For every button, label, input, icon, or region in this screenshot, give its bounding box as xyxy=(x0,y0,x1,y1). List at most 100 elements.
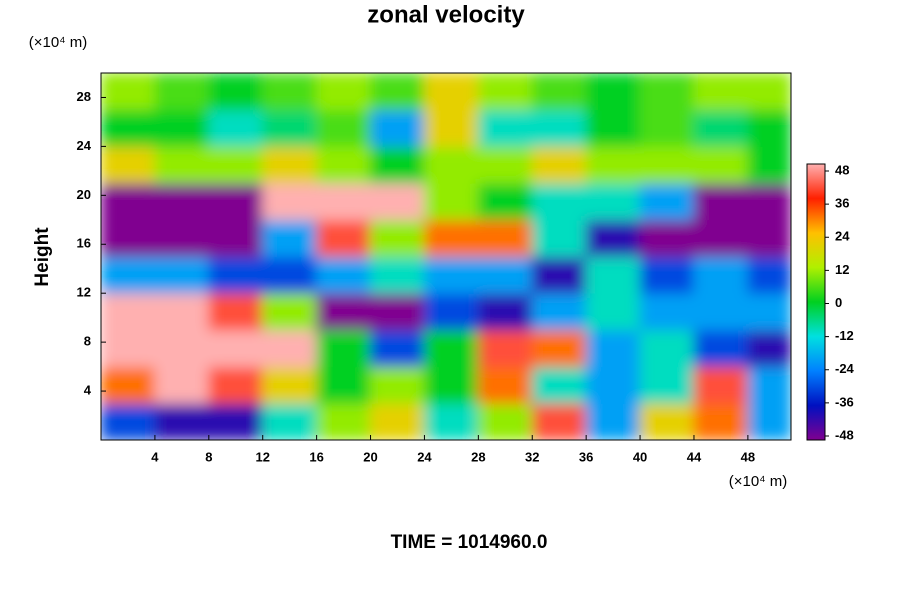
cell xyxy=(639,109,695,147)
x-tick-label: 40 xyxy=(633,449,647,464)
cell xyxy=(370,366,425,404)
cell xyxy=(639,73,695,111)
colorbar-tick-label: 24 xyxy=(835,229,850,244)
cell xyxy=(423,109,479,147)
plot-area xyxy=(101,73,791,440)
cell xyxy=(154,292,210,331)
cell xyxy=(262,256,318,294)
cell xyxy=(693,73,749,111)
cell xyxy=(370,109,425,147)
colorbar-tick-label: -48 xyxy=(835,427,854,442)
cell xyxy=(639,256,695,294)
cell xyxy=(531,329,587,368)
cell xyxy=(423,182,479,221)
cell xyxy=(639,366,695,404)
cell xyxy=(262,292,318,331)
chart-title: zonal velocity xyxy=(367,1,525,28)
cell xyxy=(423,402,479,440)
cell xyxy=(747,292,791,331)
cell xyxy=(531,256,587,294)
cell xyxy=(316,366,372,404)
cell xyxy=(477,402,533,440)
cell xyxy=(101,109,156,147)
cell xyxy=(747,256,791,294)
x-tick-label: 44 xyxy=(687,449,702,464)
cell xyxy=(262,366,318,404)
field xyxy=(101,73,791,440)
x-tick-label: 36 xyxy=(579,449,593,464)
y-tick-label: 24 xyxy=(77,138,92,153)
cell xyxy=(747,329,791,368)
cell xyxy=(747,73,791,111)
cell xyxy=(423,73,479,111)
footer: TIME = 1014960.0 xyxy=(391,532,548,553)
cell xyxy=(477,145,533,184)
cell xyxy=(585,219,641,257)
colorbar-tick-label: 36 xyxy=(835,196,849,211)
cell xyxy=(693,402,749,440)
cell xyxy=(693,292,749,331)
cell xyxy=(316,402,372,440)
cell xyxy=(747,182,791,221)
cell xyxy=(585,329,641,368)
cell xyxy=(208,329,264,368)
cell xyxy=(693,145,749,184)
x-tick-label: 28 xyxy=(471,449,485,464)
cell xyxy=(693,109,749,147)
cell xyxy=(101,292,156,331)
cell xyxy=(423,219,479,257)
cell xyxy=(747,402,791,440)
cell xyxy=(262,145,318,184)
cell xyxy=(154,109,210,147)
cell xyxy=(693,256,749,294)
cell xyxy=(477,109,533,147)
cell xyxy=(316,256,372,294)
cell xyxy=(208,145,264,184)
cell xyxy=(208,219,264,257)
cell xyxy=(208,182,264,221)
cell xyxy=(208,256,264,294)
colorbar-tick-label: -12 xyxy=(835,328,854,343)
cell xyxy=(423,256,479,294)
cell xyxy=(531,366,587,404)
cell xyxy=(639,182,695,221)
cell xyxy=(154,219,210,257)
cell xyxy=(101,182,156,221)
cell xyxy=(531,182,587,221)
cell xyxy=(585,292,641,331)
cell xyxy=(101,256,156,294)
cell xyxy=(316,219,372,257)
cell xyxy=(531,109,587,147)
cell xyxy=(639,292,695,331)
cell xyxy=(423,145,479,184)
x-unit: (×10⁴ m) xyxy=(729,473,788,490)
x-tick-label: 48 xyxy=(741,449,755,464)
cell xyxy=(208,366,264,404)
cell xyxy=(477,256,533,294)
cell xyxy=(639,145,695,184)
cell xyxy=(316,109,372,147)
cell xyxy=(101,329,156,368)
cell xyxy=(208,109,264,147)
cell xyxy=(477,73,533,111)
cell xyxy=(639,402,695,440)
cell xyxy=(585,145,641,184)
plot-frame xyxy=(100,72,792,441)
cell xyxy=(208,292,264,331)
cell xyxy=(262,73,318,111)
cell xyxy=(531,402,587,440)
colorbar-tick-label: -36 xyxy=(835,394,854,409)
cell xyxy=(154,182,210,221)
cell xyxy=(693,182,749,221)
x-tick-label: 8 xyxy=(205,449,212,464)
cell xyxy=(370,292,425,331)
y-tick-label: 4 xyxy=(84,383,92,398)
cell xyxy=(316,292,372,331)
x-tick-label: 12 xyxy=(255,449,269,464)
cell xyxy=(423,366,479,404)
x-tick-label: 32 xyxy=(525,449,539,464)
cell xyxy=(154,73,210,111)
cell xyxy=(423,292,479,331)
cell xyxy=(477,219,533,257)
